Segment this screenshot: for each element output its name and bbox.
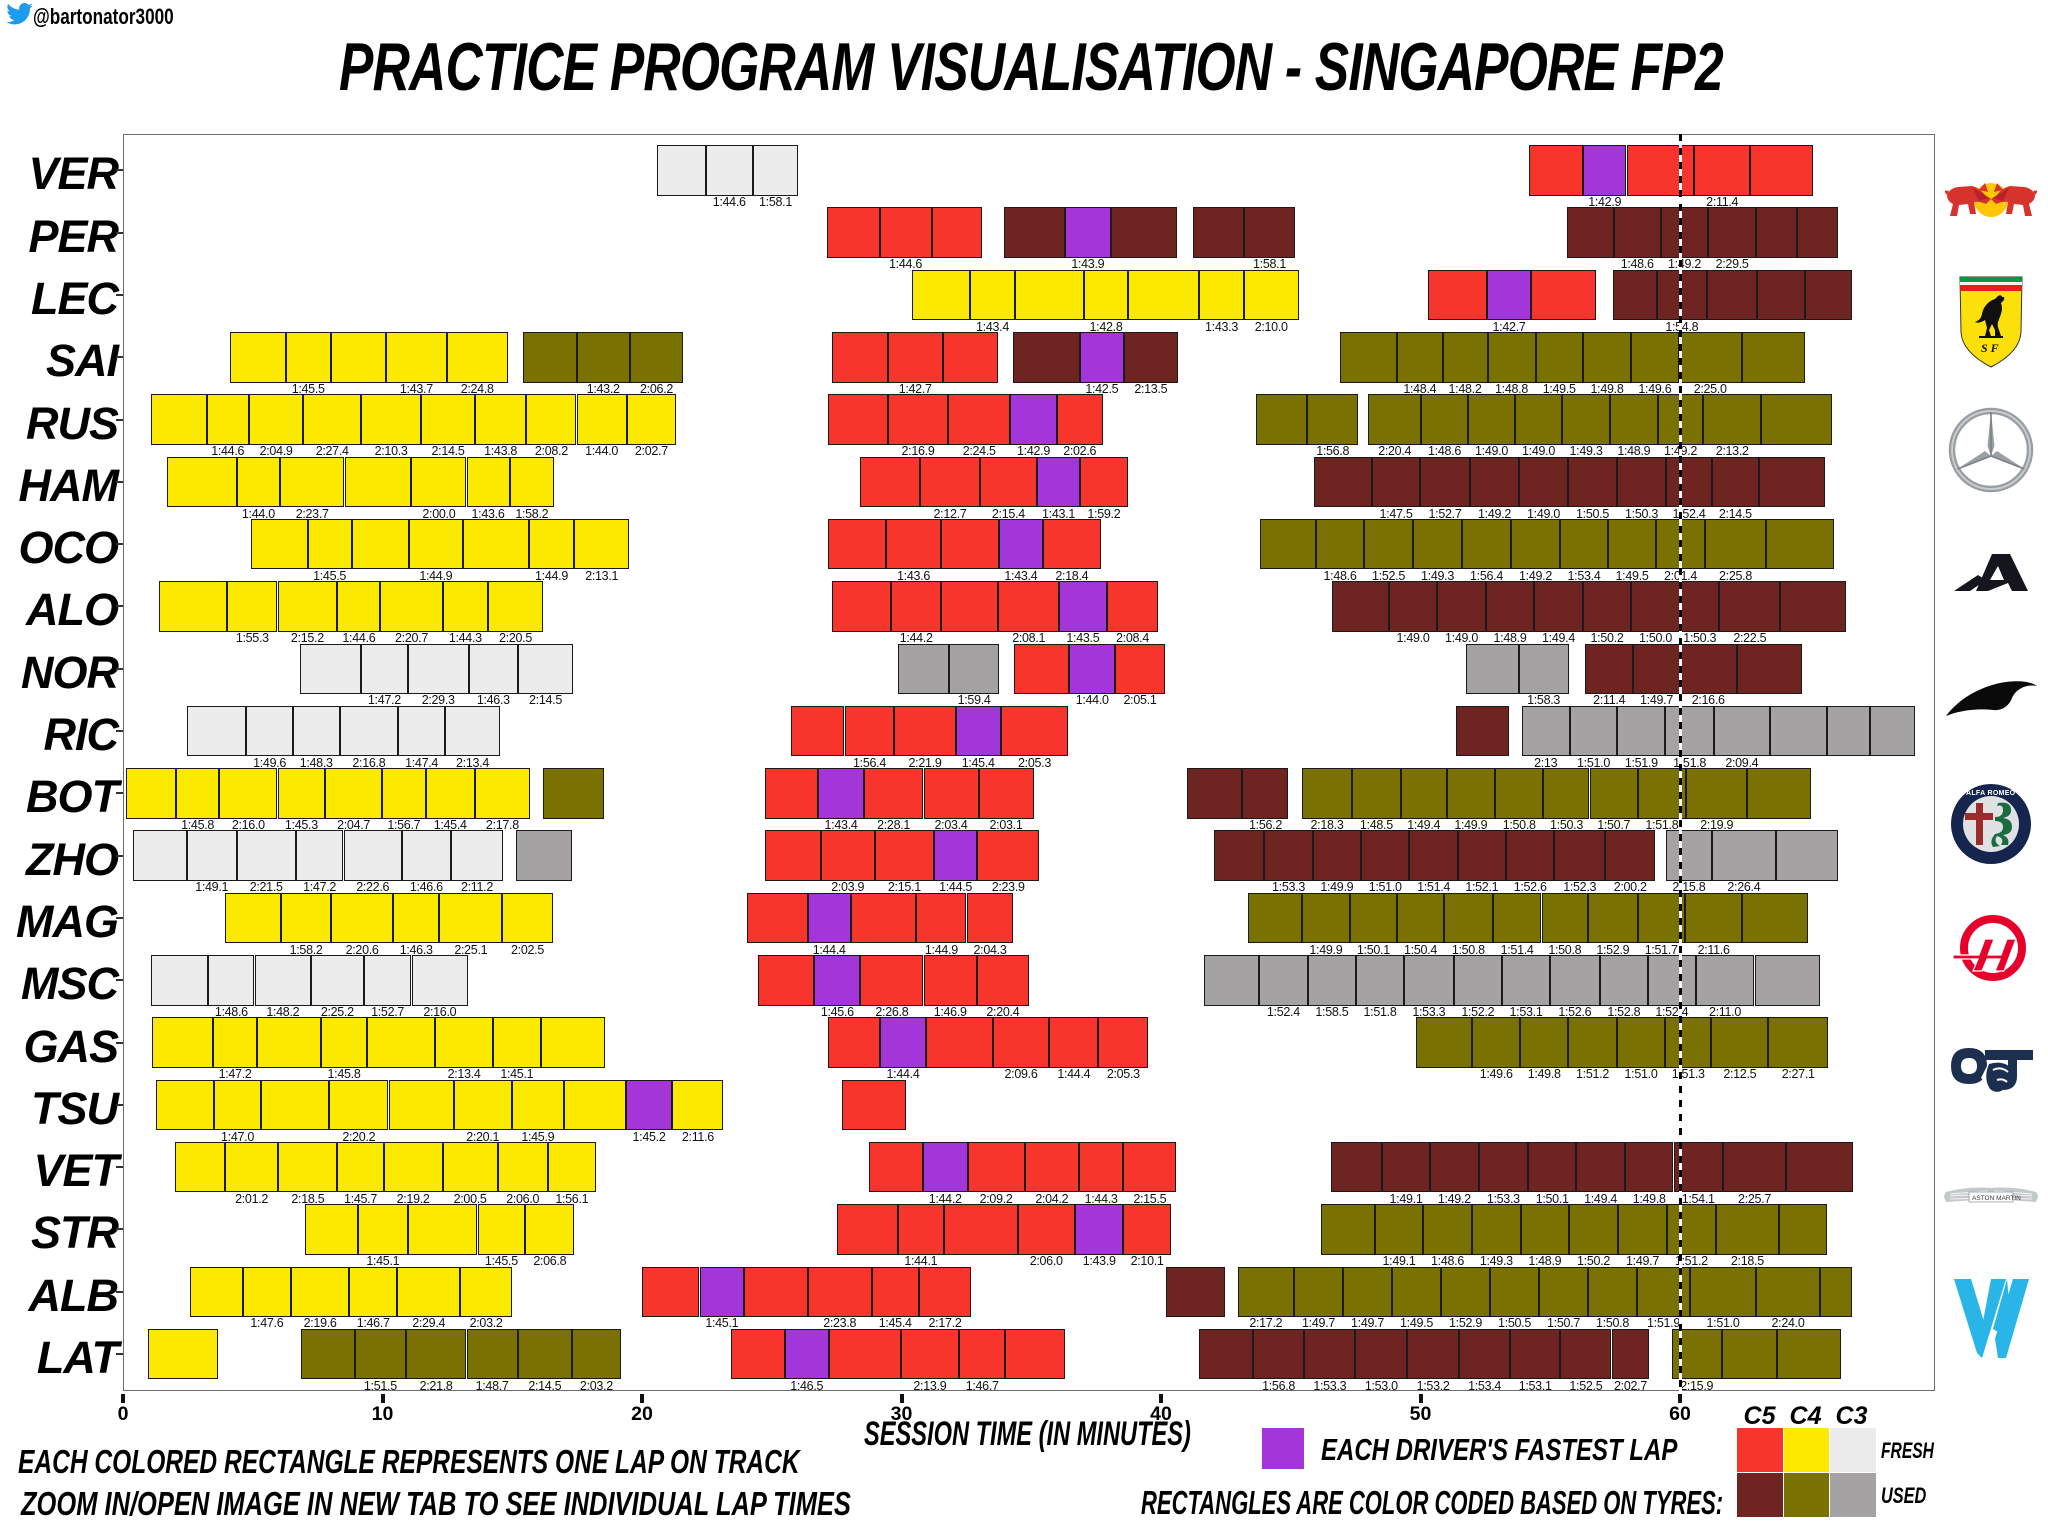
svg-text:ASTON MARTIN: ASTON MARTIN xyxy=(1972,1195,2021,1202)
svg-text:ALFA ROMEO: ALFA ROMEO xyxy=(1966,790,2016,797)
svg-text:S F: S F xyxy=(1981,341,1999,355)
